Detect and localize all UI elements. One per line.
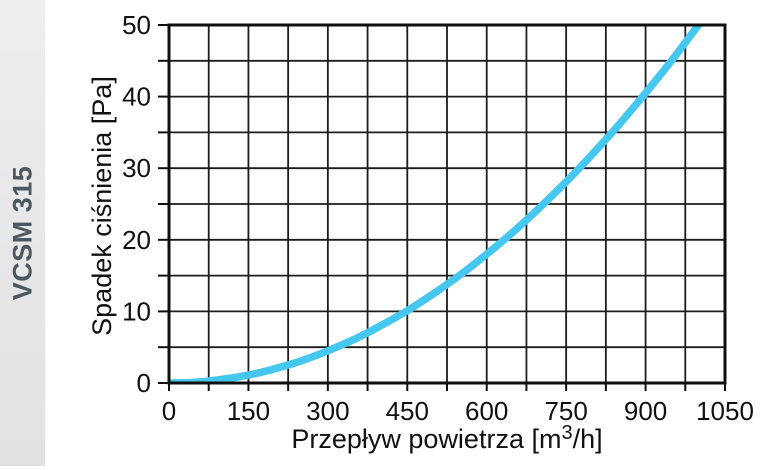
plot-frame xyxy=(167,23,727,385)
x-tick-label: 300 xyxy=(306,396,349,426)
y-tick-label: 40 xyxy=(122,82,151,112)
x-tick-label: 600 xyxy=(465,396,508,426)
product-side-strip: VCSM 315 xyxy=(0,0,45,466)
x-axis-title-suffix: /h] xyxy=(572,424,603,454)
pressure-drop-curve xyxy=(169,24,703,383)
y-tick-label: 0 xyxy=(137,368,151,398)
x-axis-title: Przepływ powietrza [m3/h] xyxy=(247,422,647,460)
x-tick-label: 150 xyxy=(227,396,270,426)
x-tick-label: 1050 xyxy=(696,396,754,426)
x-tick-label: 750 xyxy=(544,396,587,426)
y-tick-label: 20 xyxy=(122,225,151,255)
x-tick-label: 900 xyxy=(624,396,667,426)
y-tick-label: 50 xyxy=(122,10,151,40)
x-axis-title-superscript: 3 xyxy=(561,422,573,444)
x-tick-label: 450 xyxy=(386,396,429,426)
x-axis-title-prefix: Przepływ powietrza [m xyxy=(291,424,562,454)
y-tick-label: 10 xyxy=(122,296,151,326)
x-tick-label: 0 xyxy=(162,396,176,426)
y-tick-label: 30 xyxy=(122,153,151,183)
